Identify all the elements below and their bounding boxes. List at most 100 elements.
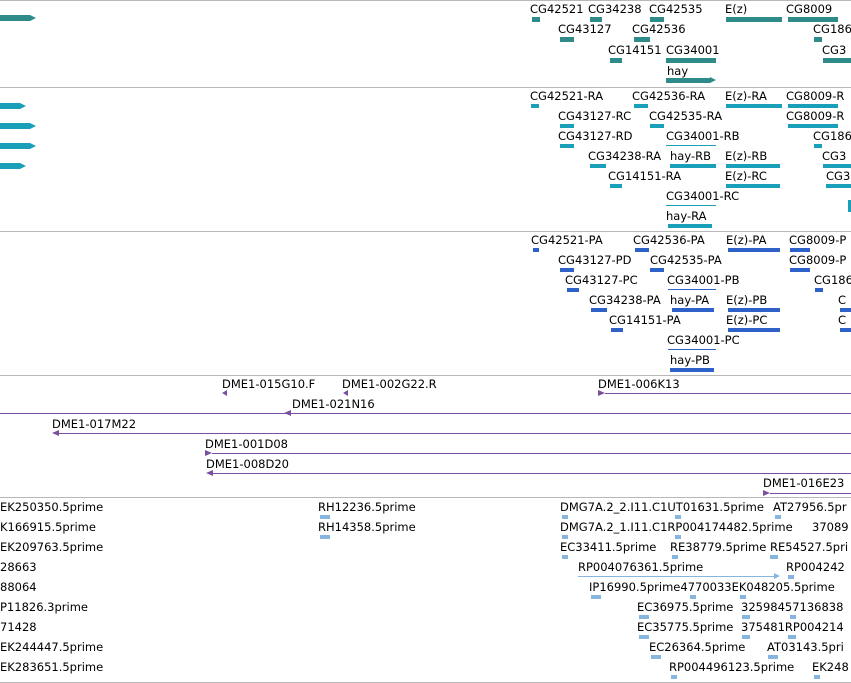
est-label[interactable]: K166915.5prime: [0, 520, 96, 534]
protein-feature[interactable]: [567, 288, 579, 292]
protein-feature[interactable]: [672, 308, 714, 312]
transcript-label[interactable]: CG42535-RA: [649, 109, 723, 123]
est-label[interactable]: RH12236.5prime: [318, 500, 416, 514]
est-label[interactable]: RP004496123.5prime: [669, 660, 795, 674]
transcript-feature[interactable]: [590, 164, 606, 168]
protein-label[interactable]: hay-PB: [670, 353, 710, 367]
est-feature[interactable]: [562, 515, 568, 519]
clone-label[interactable]: DME1-021N16: [292, 397, 375, 411]
est-label[interactable]: EC36975.5prime: [637, 600, 734, 614]
transcript-label[interactable]: E(z)-RC: [725, 169, 767, 183]
protein-label[interactable]: CG8009-P: [789, 233, 847, 247]
clone-label[interactable]: DME1-001D08: [205, 437, 288, 451]
est-feature[interactable]: [788, 575, 794, 579]
gene-label[interactable]: CG8009: [786, 2, 833, 16]
transcript-feature[interactable]: [0, 143, 30, 149]
gene-feature[interactable]: [532, 17, 540, 22]
transcript-label[interactable]: CG42521-RA: [530, 89, 604, 103]
transcript-label[interactable]: E(z)-RA: [725, 89, 767, 103]
est-feature[interactable]: [672, 555, 678, 559]
gene-label[interactable]: CG34238: [588, 2, 642, 16]
est-label[interactable]: EC33411.5prime: [560, 540, 657, 554]
gene-feature[interactable]: [650, 17, 664, 22]
transcript-feature[interactable]: [848, 200, 851, 212]
transcript-feature[interactable]: [826, 184, 851, 188]
est-feature[interactable]: [770, 555, 778, 559]
est-feature[interactable]: [320, 535, 330, 539]
protein-label[interactable]: CG34001-PB: [667, 273, 740, 287]
transcript-label[interactable]: CG3: [822, 149, 847, 163]
transcript-feature[interactable]: [0, 103, 20, 109]
transcript-feature[interactable]: [560, 144, 574, 148]
transcript-label[interactable]: CG34001-RB: [666, 129, 740, 143]
protein-label[interactable]: CG42536-PA: [633, 233, 705, 247]
protein-feature[interactable]: [815, 288, 823, 292]
gene-feature[interactable]: [0, 15, 30, 21]
protein-label[interactable]: CG186: [814, 273, 851, 287]
transcript-label[interactable]: CG186: [813, 129, 851, 143]
transcript-label[interactable]: CG43127-RC: [558, 109, 632, 123]
protein-feature[interactable]: [560, 268, 574, 272]
transcript-feature[interactable]: [788, 124, 838, 128]
est-feature[interactable]: [639, 635, 649, 639]
protein-label[interactable]: CG8009-P: [789, 253, 847, 267]
protein-feature[interactable]: [790, 268, 810, 272]
est-label[interactable]: IP16990.5prime4770033EK048205.5prime: [589, 580, 835, 594]
protein-label[interactable]: CG43127-PD: [558, 253, 632, 267]
est-label[interactable]: EK209763.5prime: [0, 540, 104, 554]
clone-label[interactable]: DME1-002G22.R: [342, 377, 437, 391]
est-feature[interactable]: [768, 655, 778, 659]
transcript-feature[interactable]: [726, 184, 780, 188]
est-feature[interactable]: [775, 515, 781, 519]
protein-feature[interactable]: [728, 248, 780, 252]
protein-feature[interactable]: [533, 248, 539, 252]
transcript-label[interactable]: E(z)-RB: [725, 149, 768, 163]
gene-feature[interactable]: [666, 78, 710, 83]
protein-feature[interactable]: [728, 308, 780, 312]
clone-label[interactable]: DME1-017M22: [52, 417, 137, 431]
gene-label[interactable]: CG43127: [558, 22, 612, 36]
est-label[interactable]: EC35775.5prime: [637, 620, 734, 634]
est-feature[interactable]: [639, 615, 649, 619]
transcript-feature[interactable]: [531, 104, 539, 108]
gene-feature[interactable]: [814, 37, 822, 42]
transcript-feature[interactable]: [668, 224, 712, 228]
protein-feature[interactable]: [635, 248, 649, 252]
transcript-feature[interactable]: [634, 104, 648, 108]
protein-feature[interactable]: [840, 308, 851, 312]
transcript-label[interactable]: CG42536-RA: [632, 89, 706, 103]
transcript-feature[interactable]: [0, 163, 20, 169]
clone-label[interactable]: DME1-006K13: [598, 377, 680, 391]
transcript-label[interactable]: CG14151-RA: [608, 169, 682, 183]
est-label[interactable]: RE38779.5prime: [670, 540, 767, 554]
est-label[interactable]: P11826.3prime: [0, 600, 88, 614]
protein-label[interactable]: CG43127-PC: [565, 273, 638, 287]
est-feature[interactable]: [320, 515, 330, 519]
gene-label[interactable]: CG14151: [608, 43, 662, 57]
protein-feature[interactable]: [591, 308, 607, 312]
est-label[interactable]: EK250350.5prime: [0, 500, 104, 514]
protein-feature[interactable]: [650, 268, 664, 272]
gene-label[interactable]: CG186: [813, 22, 851, 36]
gene-feature[interactable]: [590, 17, 602, 22]
gene-feature[interactable]: [560, 37, 574, 42]
est-feature[interactable]: [742, 635, 750, 639]
protein-label[interactable]: E(z)-PA: [726, 233, 767, 247]
clone-label[interactable]: DME1-016E23: [763, 476, 845, 490]
protein-label[interactable]: hay-PA: [670, 293, 710, 307]
protein-label[interactable]: C: [838, 293, 847, 307]
est-feature[interactable]: [788, 635, 796, 639]
est-label[interactable]: 28663: [0, 560, 37, 574]
est-feature[interactable]: [675, 515, 681, 519]
est-label[interactable]: AT27956.5pr: [773, 500, 847, 514]
est-feature[interactable]: [671, 675, 677, 679]
est-label[interactable]: EC26364.5prime: [649, 640, 746, 654]
protein-label[interactable]: CG42521-PA: [531, 233, 603, 247]
gene-label[interactable]: E(z): [725, 2, 748, 16]
transcript-label[interactable]: hay-RA: [666, 209, 707, 223]
clone-label[interactable]: DME1-015G10.F: [222, 377, 316, 391]
transcript-feature[interactable]: [788, 104, 838, 108]
est-label[interactable]: EK244447.5prime: [0, 640, 104, 654]
protein-feature[interactable]: [840, 328, 851, 332]
est-label[interactable]: 88064: [0, 580, 37, 594]
